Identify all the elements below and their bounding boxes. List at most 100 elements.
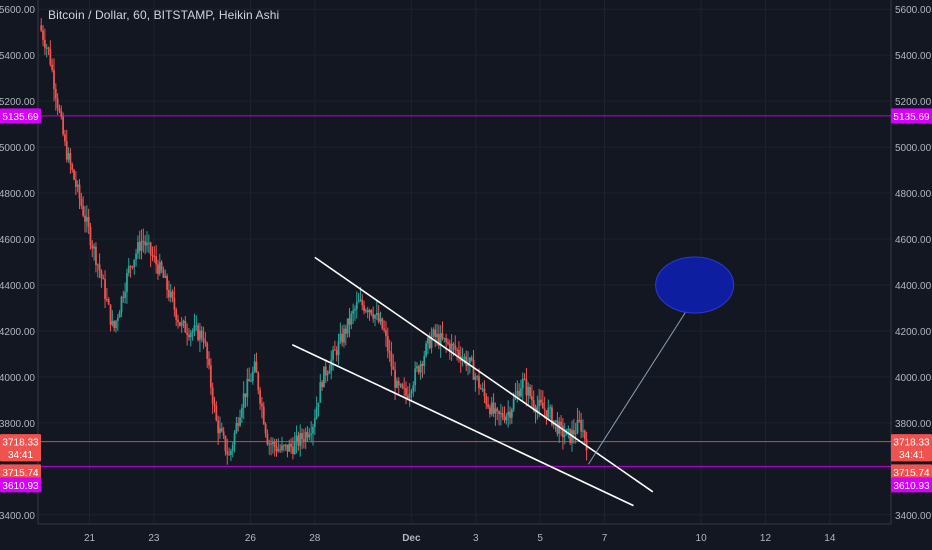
candle-body — [273, 442, 276, 447]
candle-body — [343, 328, 345, 343]
candle-body — [355, 302, 358, 310]
candle-body — [498, 411, 500, 415]
candle-body — [60, 111, 63, 117]
candle-body — [410, 391, 413, 394]
candle-body — [472, 360, 475, 380]
candle-body — [184, 320, 187, 333]
candle-body — [188, 334, 190, 338]
candle-body — [470, 357, 473, 361]
candle-body — [385, 330, 387, 336]
y-tick-label-right: 5000.00 — [895, 143, 932, 154]
candle-body — [313, 418, 316, 427]
candle-body — [301, 433, 303, 440]
candle-body — [529, 387, 531, 397]
candle-body — [341, 333, 344, 343]
candle-body — [403, 387, 406, 389]
candle-body — [344, 328, 347, 334]
candle-body — [361, 299, 364, 306]
candle-body — [65, 141, 68, 160]
candle-body — [417, 366, 420, 373]
x-tick-label: 21 — [84, 533, 96, 544]
candle-body — [563, 435, 566, 438]
price-tag-label-left: 5135.69 — [2, 112, 39, 123]
candle-body — [479, 387, 482, 390]
candle-body — [279, 449, 282, 451]
candle-body — [71, 164, 74, 170]
candle-body — [151, 254, 154, 257]
candle-body — [173, 297, 176, 310]
candle-body — [295, 435, 298, 442]
price-tag-label-right: 3718.33 — [893, 438, 930, 449]
candle-body — [138, 242, 141, 251]
candle-body — [248, 379, 251, 382]
candle-body — [251, 371, 254, 381]
candle-body — [554, 420, 557, 422]
candle-body — [560, 421, 562, 426]
candle-body — [368, 310, 371, 313]
candle-body — [304, 431, 307, 442]
y-tick-label-left: 3400.00 — [0, 511, 35, 522]
candle-body — [538, 399, 541, 407]
candle-body — [230, 450, 232, 455]
candle-body — [572, 430, 575, 435]
x-tick-label: 26 — [245, 533, 257, 544]
target-ellipse[interactable] — [655, 256, 735, 314]
y-tick-label-right: 3400.00 — [895, 511, 932, 522]
candle-body — [509, 411, 511, 418]
candle-body — [62, 116, 65, 135]
candle-body — [209, 365, 212, 388]
candle-body — [51, 64, 54, 71]
candle-body — [45, 47, 48, 49]
candle-body — [527, 387, 530, 396]
trendline[interactable] — [291, 344, 634, 507]
y-tick-label-left: 5000.00 — [0, 143, 35, 154]
price-tag-label-right: 34:41 — [899, 450, 924, 461]
candle-body — [186, 332, 189, 335]
candle-body — [516, 390, 519, 395]
candle-body — [481, 388, 484, 390]
y-tick-label-right: 3800.00 — [895, 419, 932, 430]
candle-body — [67, 153, 70, 160]
candle-body — [127, 266, 130, 274]
trendline[interactable] — [314, 256, 654, 493]
candle-body — [109, 304, 112, 325]
price-tag-label-left: 3718.33 — [2, 438, 39, 449]
candle-body — [91, 245, 94, 249]
candle-body — [476, 376, 479, 378]
price-tag-right — [891, 446, 932, 462]
candle-body — [54, 88, 57, 99]
candle-body — [561, 425, 564, 438]
candle-body — [149, 242, 152, 255]
candle-body — [107, 299, 110, 305]
x-tick-label: 12 — [760, 533, 772, 544]
trendline[interactable] — [588, 307, 689, 465]
candle-body — [169, 291, 172, 298]
candle-body — [576, 419, 579, 434]
candle-body — [585, 439, 588, 451]
candle-body — [275, 446, 278, 452]
candle-body — [381, 318, 384, 329]
candle-body — [244, 393, 247, 397]
candle-body — [414, 368, 417, 386]
candle-body — [437, 333, 440, 346]
candle-body — [346, 318, 349, 334]
candle-body — [396, 380, 398, 388]
y-tick-label-right: 4200.00 — [895, 327, 932, 338]
candle-body — [120, 296, 123, 312]
candle-body — [297, 435, 300, 446]
candle-body — [177, 319, 179, 323]
candle-body — [377, 313, 380, 322]
candle-body — [574, 433, 577, 435]
candle-body — [374, 315, 376, 319]
candle-body — [375, 313, 378, 316]
candle-body — [189, 332, 192, 338]
candle-body — [118, 311, 121, 318]
candle-body — [474, 376, 477, 380]
price-tag-left — [0, 434, 41, 450]
candle-body — [191, 331, 194, 333]
candle-body — [567, 428, 570, 430]
candle-body — [113, 320, 116, 329]
candle-body — [284, 444, 287, 446]
